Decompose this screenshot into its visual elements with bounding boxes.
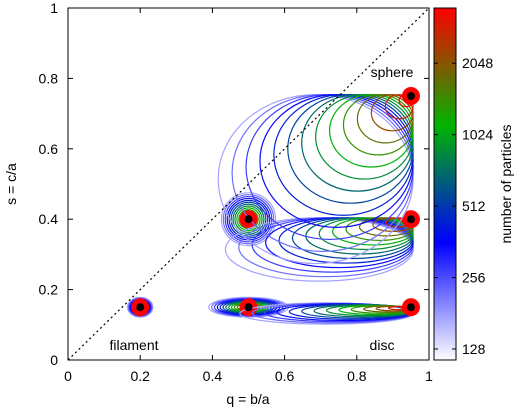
plot-frame [67,7,430,361]
x-tick-label: 0.6 [275,368,295,384]
disc-label: disc [370,337,395,353]
contour-5-6 [301,93,414,192]
data-point-2 [244,215,253,224]
contour-5-5 [287,93,414,204]
sphere-label: sphere [371,64,414,80]
x-tick-label: 0.2 [130,368,150,384]
colorbar [433,7,457,361]
y-tick-label: 1 [50,0,58,16]
contour-2-0 [220,192,277,247]
colorbar-tick-label: 512 [462,198,486,214]
contour-5-4 [273,93,414,216]
colorbar-tick-label: 2048 [462,55,493,71]
x-tick-label: 1 [425,368,433,384]
data-point-3 [406,303,415,312]
contour-5-12 [384,93,414,120]
y-tick-label: 0.4 [39,211,59,227]
contour-5-3 [259,93,414,228]
contour-4-4 [278,217,414,264]
y-tick-label: 0.6 [39,141,59,157]
contour-2-8 [236,207,261,232]
data-point-4 [406,215,415,224]
contour-2-1 [222,194,275,245]
x-tick-label: 0 [64,368,72,384]
data-point-1 [244,303,253,312]
x-tick-label: 0.4 [203,368,223,384]
x-axis-title: q = b/a [226,391,269,407]
contour-0-0 [126,296,154,318]
y-axis-title: s = c/a [3,163,19,205]
contour-2-5 [230,201,267,237]
contour-5-9 [342,93,414,156]
colorbar-tick-label: 1024 [462,127,493,143]
y-tick-label: 0 [50,352,58,368]
contour-1-1 [211,297,286,317]
colorbar-title: number of particles [498,124,514,243]
contour-5-11 [370,93,414,132]
data-point-0 [136,303,145,312]
filament-label: filament [109,337,158,353]
contour-5-10 [356,93,414,144]
diagonal-reference-line [67,7,430,361]
contour-2-7 [234,205,263,233]
data-point-5 [406,92,415,100]
contour-2-6 [232,203,265,235]
contour-0-1 [127,297,153,317]
x-tick-label: 0.8 [347,368,367,384]
colorbar-tick-label: 256 [462,270,486,286]
colorbar-tick-label: 128 [462,341,486,357]
contour-5-8 [328,93,414,168]
y-tick-label: 0.2 [39,282,59,298]
y-tick-label: 0.8 [39,70,59,86]
contour-4-6 [305,217,414,255]
